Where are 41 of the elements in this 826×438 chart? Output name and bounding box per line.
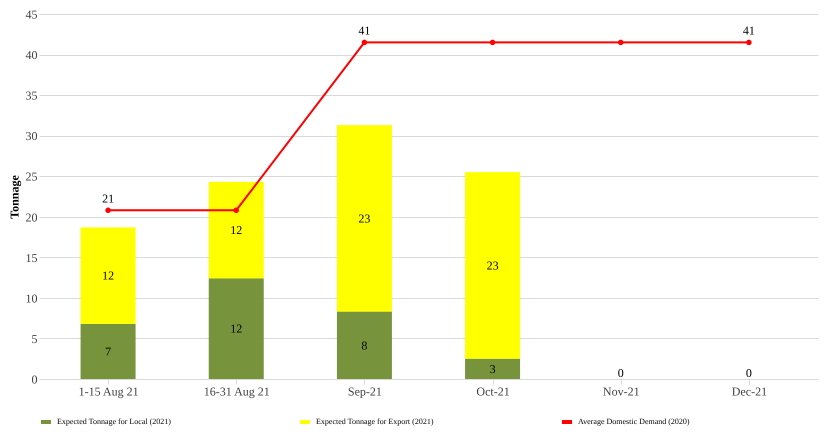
data-label: 12 bbox=[230, 223, 242, 238]
x-tick-label: Oct-21 bbox=[476, 384, 510, 398]
data-label: 41 bbox=[358, 23, 370, 38]
y-axis-title: Tonnage bbox=[8, 174, 22, 219]
x-tick-label: 1-15 Aug 21 bbox=[78, 384, 139, 398]
legend-label: Expected Tonnage for Export (2021) bbox=[316, 417, 434, 426]
legend-label: Expected Tonnage for Local (2021) bbox=[57, 417, 172, 426]
y-tick-label: 5 bbox=[32, 332, 38, 346]
bar bbox=[80, 324, 136, 379]
data-label: 3 bbox=[490, 362, 496, 376]
x-tick-label: Dec-21 bbox=[732, 384, 768, 398]
legend-label: Average Domestic Demand (2020) bbox=[578, 417, 690, 426]
y-tick-label: 45 bbox=[26, 8, 38, 22]
data-label: 23 bbox=[358, 211, 370, 226]
bar bbox=[208, 182, 264, 278]
y-tick-label: 20 bbox=[26, 210, 38, 224]
data-label: 12 bbox=[102, 268, 114, 283]
data-label: 41 bbox=[742, 23, 755, 38]
bar bbox=[208, 278, 264, 379]
bar bbox=[80, 227, 136, 324]
bar bbox=[336, 312, 392, 379]
data-label: 12 bbox=[230, 322, 242, 336]
y-tick-label: 15 bbox=[26, 250, 38, 265]
y-tick-label: 10 bbox=[26, 291, 38, 306]
y-tick-label: 25 bbox=[26, 170, 38, 184]
bar bbox=[465, 172, 520, 359]
data-label: 0 bbox=[618, 366, 624, 380]
y-tick-label: 40 bbox=[26, 48, 38, 62]
x-tick-label: Nov-21 bbox=[602, 384, 640, 398]
y-tick-label: 30 bbox=[26, 129, 38, 144]
data-label: 23 bbox=[486, 258, 499, 272]
x-tick-label: 16-31 Aug 21 bbox=[204, 384, 270, 398]
bar bbox=[336, 125, 392, 312]
x-tick-label: Sep-21 bbox=[348, 384, 382, 398]
y-tick-label: 35 bbox=[26, 88, 38, 103]
y-tick-label: 0 bbox=[32, 372, 38, 386]
data-label: 21 bbox=[102, 191, 114, 206]
data-label: 8 bbox=[361, 338, 368, 352]
data-label: 7 bbox=[105, 344, 112, 358]
data-label: 0 bbox=[746, 366, 752, 380]
bar bbox=[465, 358, 520, 379]
